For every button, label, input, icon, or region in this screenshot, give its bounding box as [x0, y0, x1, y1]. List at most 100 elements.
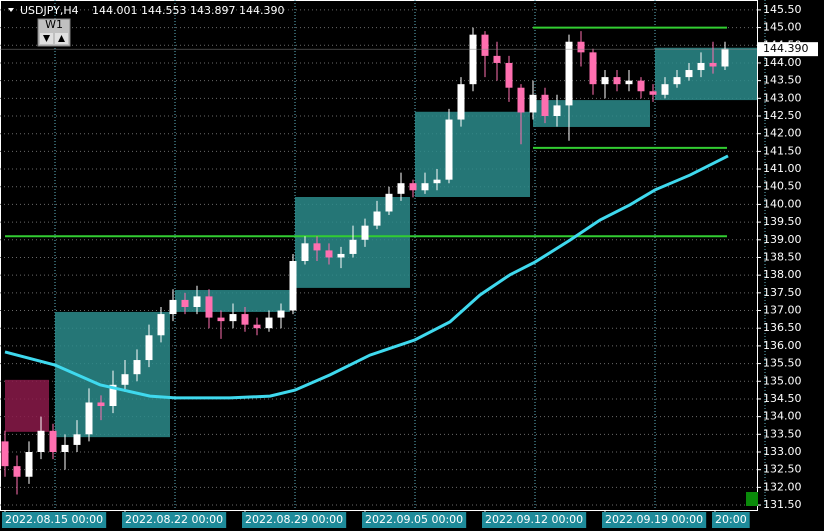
candle-body — [673, 77, 681, 85]
candle-body — [625, 80, 633, 85]
moving-average — [4, 154, 729, 400]
candle-body — [709, 62, 717, 67]
candle-body — [73, 434, 81, 445]
candle-body — [577, 41, 585, 53]
y-tick-label: 131.50 — [763, 498, 802, 511]
status-box — [746, 492, 758, 506]
zone — [415, 111, 530, 197]
candle-body — [697, 62, 705, 71]
y-tick-label: 138.50 — [763, 250, 802, 263]
candle-body — [661, 84, 669, 95]
candle-body — [373, 211, 381, 226]
candle-body — [169, 299, 177, 315]
candle-body — [649, 91, 657, 95]
y-tick-label: 139.00 — [763, 233, 802, 246]
candle-body — [13, 466, 21, 477]
x-tick-bg — [122, 512, 227, 528]
candle-body — [529, 94, 537, 113]
y-tick-label: 135.00 — [763, 374, 802, 387]
candle-body — [613, 77, 621, 85]
candle-body — [445, 119, 453, 180]
candle-body — [145, 335, 153, 361]
candle-body — [241, 314, 249, 325]
y-tick-label: 142.50 — [763, 109, 802, 122]
menu-arrow — [8, 8, 14, 12]
candle-body — [61, 444, 69, 452]
candle-body — [325, 250, 333, 258]
candle-body — [601, 77, 609, 85]
y-tick-label: 132.00 — [763, 480, 802, 493]
candle-body — [349, 239, 357, 254]
y-tick-label: 143.50 — [763, 74, 802, 87]
y-tick-label: 140.50 — [763, 180, 802, 193]
symbol: USDJPY,H4 — [20, 4, 79, 17]
y-tick-label: 136.00 — [763, 339, 802, 352]
candle-body — [421, 183, 429, 191]
y-tick-label: 133.50 — [763, 427, 802, 440]
x-tick-label: 2022.08.29 00:00 — [245, 513, 343, 526]
y-tick-label: 137.50 — [763, 286, 802, 299]
candle-body — [97, 402, 105, 407]
candle-body — [589, 52, 597, 85]
candle-body — [409, 183, 417, 191]
x-tick-label: 2022.08.15 00:00 — [5, 513, 103, 526]
x-tick-bg — [602, 512, 707, 528]
button-arrows — [43, 35, 65, 42]
x-tick-bg — [712, 512, 750, 528]
candle-body — [133, 360, 141, 375]
plot-border — [0, 0, 758, 511]
x-tick-bg — [362, 512, 467, 528]
y-tick-label: 138.00 — [763, 268, 802, 281]
y-tick-label: 133.00 — [763, 445, 802, 458]
candle-body — [1, 441, 9, 467]
y-tick-label: 137.00 — [763, 304, 802, 317]
y-tick-label: 132.50 — [763, 463, 802, 476]
x-tick-bg — [2, 512, 107, 528]
candle-body — [229, 314, 237, 322]
candle-body — [85, 402, 93, 435]
candle-body — [553, 105, 561, 117]
candle-body — [481, 34, 489, 56]
y-tick-label: 144.00 — [763, 56, 802, 69]
candle-body — [121, 374, 129, 385]
y-tick-label: 134.50 — [763, 392, 802, 405]
candle-body — [205, 296, 213, 318]
candle-body — [181, 299, 189, 307]
y-tick-label: 139.50 — [763, 215, 802, 228]
candle-body — [493, 55, 501, 63]
candle-body — [49, 430, 57, 452]
candle-body — [217, 317, 225, 322]
x-tick-label: 2022.09.19 00:00 — [605, 513, 703, 526]
y-tick-label: 134.00 — [763, 410, 802, 423]
x-tick-bg — [242, 512, 347, 528]
x-tick-label: 2022.09.12 00:00 — [485, 513, 583, 526]
info: 144.001 144.553 143.897 144.390 — [92, 4, 284, 17]
candle-body — [265, 317, 273, 329]
candle-body — [565, 41, 573, 106]
candle-body — [721, 48, 729, 67]
y-tick-label: 145.50 — [763, 3, 802, 16]
candle-body — [505, 62, 513, 88]
y-tick-label: 145.00 — [763, 21, 802, 34]
candle-body — [313, 243, 321, 251]
x-tick-label: 2022.08.22 00:00 — [125, 513, 223, 526]
timeframe-button[interactable]: W1 — [45, 18, 63, 31]
zone — [175, 290, 290, 312]
candle-body — [397, 183, 405, 194]
candle-body — [157, 314, 165, 336]
candle-body — [637, 80, 645, 92]
candle-body — [109, 384, 117, 407]
candle-body — [253, 324, 261, 329]
candle-body — [25, 451, 33, 477]
marks — [1, 27, 729, 495]
last-price-label: 144.390 — [763, 42, 809, 55]
candle-body — [193, 296, 201, 307]
candle-body — [469, 34, 477, 85]
candle-body — [337, 253, 345, 258]
y-tick-label: 135.50 — [763, 357, 802, 370]
candle-body — [277, 310, 285, 318]
y-tick-label: 140.00 — [763, 197, 802, 210]
x-tick-label: 20:00 — [715, 513, 747, 526]
candle-body — [37, 430, 45, 452]
